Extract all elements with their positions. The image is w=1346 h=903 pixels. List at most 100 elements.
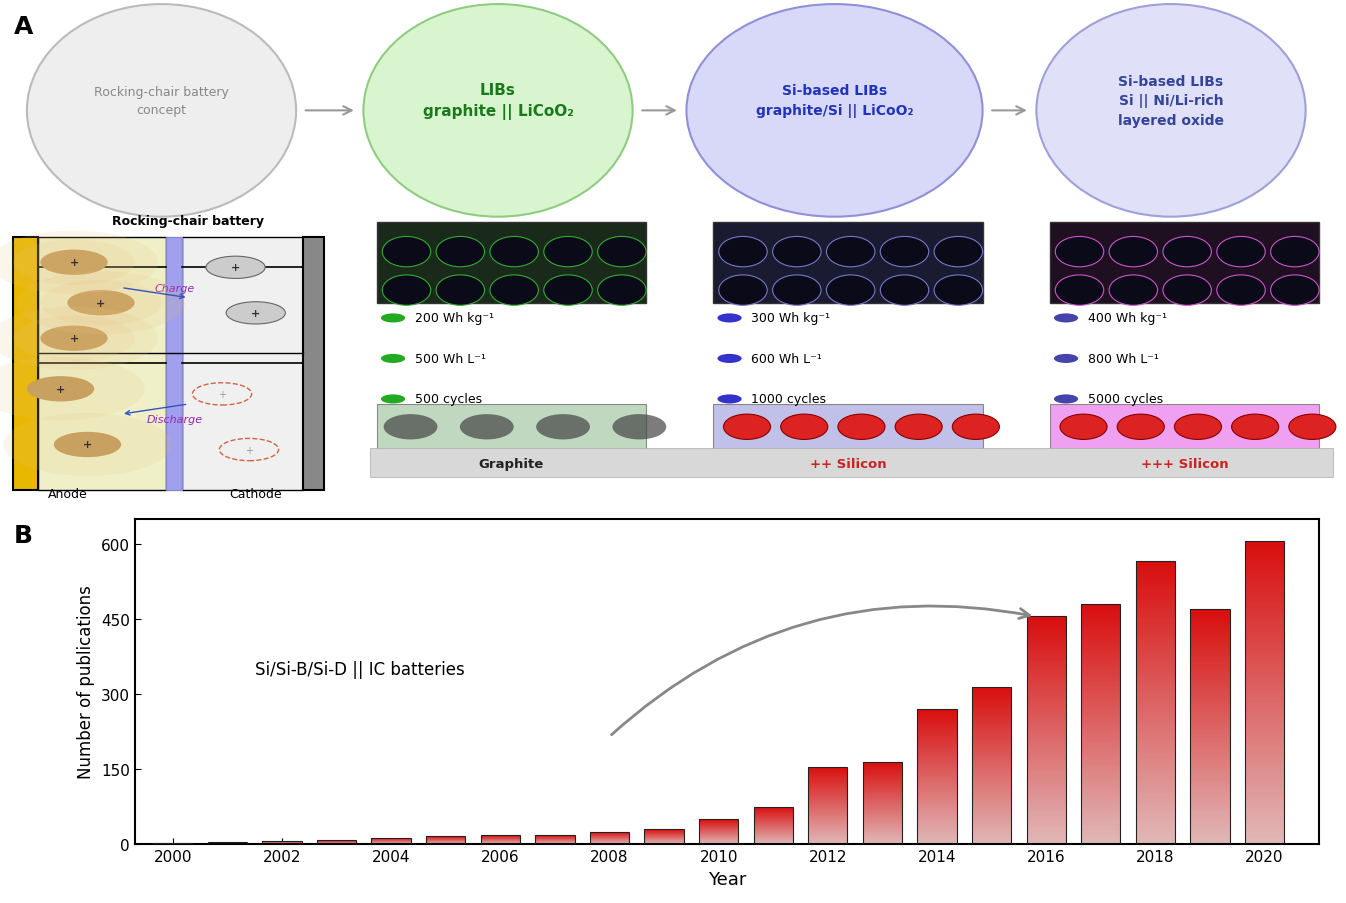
Bar xyxy=(1245,598,1284,600)
Bar xyxy=(1136,675,1175,676)
Bar xyxy=(1136,722,1175,724)
Bar xyxy=(1245,707,1284,708)
Bar xyxy=(1081,656,1120,657)
Bar xyxy=(1136,762,1175,764)
Text: Discharge: Discharge xyxy=(147,414,203,424)
Bar xyxy=(1136,789,1175,791)
Bar xyxy=(1190,750,1229,751)
Bar xyxy=(1027,645,1066,647)
Bar xyxy=(1136,731,1175,732)
Bar xyxy=(1190,802,1229,803)
Bar xyxy=(645,829,684,844)
Ellipse shape xyxy=(686,5,983,218)
Bar xyxy=(1081,829,1120,830)
X-axis label: Year: Year xyxy=(708,870,746,888)
Ellipse shape xyxy=(363,5,633,218)
Ellipse shape xyxy=(719,275,767,306)
Bar xyxy=(1081,783,1120,785)
Bar xyxy=(1190,837,1229,838)
Bar xyxy=(1245,628,1284,629)
Bar xyxy=(1136,627,1175,628)
Bar xyxy=(1136,622,1175,624)
Bar xyxy=(1027,638,1066,639)
Bar xyxy=(1027,668,1066,669)
Bar xyxy=(1081,628,1120,629)
FancyBboxPatch shape xyxy=(303,237,324,490)
Bar xyxy=(1027,839,1066,840)
Bar xyxy=(1245,699,1284,701)
Bar xyxy=(1081,775,1120,776)
Bar xyxy=(1190,788,1229,789)
Bar xyxy=(1245,670,1284,672)
Bar xyxy=(1081,658,1120,659)
Bar xyxy=(1190,692,1229,693)
Bar xyxy=(1081,788,1120,789)
Bar xyxy=(1027,773,1066,774)
Bar xyxy=(1245,716,1284,717)
Text: Si-based LIBs
Si || Ni/Li-rich
layered oxide: Si-based LIBs Si || Ni/Li-rich layered o… xyxy=(1119,75,1224,127)
Bar xyxy=(481,835,520,844)
Bar xyxy=(1027,817,1066,818)
Bar xyxy=(1136,822,1175,824)
Bar xyxy=(1190,828,1229,829)
Bar xyxy=(1136,842,1175,844)
Bar xyxy=(1081,800,1120,801)
Bar xyxy=(1190,810,1229,812)
Bar xyxy=(1136,751,1175,752)
Bar xyxy=(1190,674,1229,675)
Bar xyxy=(1190,749,1229,750)
Bar xyxy=(1136,602,1175,604)
Ellipse shape xyxy=(1055,237,1104,267)
Bar xyxy=(1245,795,1284,796)
Bar xyxy=(1245,791,1284,793)
Bar xyxy=(1136,830,1175,832)
Bar xyxy=(1190,767,1229,768)
Bar xyxy=(1081,677,1120,679)
Text: 600 Wh L⁻¹: 600 Wh L⁻¹ xyxy=(751,352,822,366)
Bar xyxy=(1136,785,1175,787)
Ellipse shape xyxy=(934,237,983,267)
Bar xyxy=(1190,628,1229,629)
Bar xyxy=(1245,828,1284,829)
Bar xyxy=(1027,762,1066,764)
Bar xyxy=(1027,738,1066,739)
Bar xyxy=(1190,716,1229,717)
Bar xyxy=(1081,723,1120,724)
Ellipse shape xyxy=(719,237,767,267)
Bar xyxy=(1190,787,1229,788)
Bar xyxy=(1136,667,1175,669)
Bar xyxy=(1081,645,1120,647)
Bar xyxy=(1027,801,1066,802)
Bar xyxy=(1245,641,1284,643)
Bar xyxy=(1136,724,1175,726)
Bar xyxy=(1081,740,1120,741)
Bar xyxy=(1027,651,1066,652)
Bar xyxy=(1081,820,1120,822)
Bar xyxy=(1190,709,1229,711)
Bar xyxy=(1190,786,1229,787)
Bar xyxy=(1027,778,1066,779)
Bar xyxy=(1081,754,1120,756)
Bar xyxy=(1245,555,1284,557)
Bar xyxy=(1027,617,1066,618)
Text: +: + xyxy=(70,258,78,268)
Bar xyxy=(1245,840,1284,842)
Bar xyxy=(1245,640,1284,641)
Bar xyxy=(1136,654,1175,655)
Bar xyxy=(1136,703,1175,704)
Bar xyxy=(1027,657,1066,659)
Bar xyxy=(1245,663,1284,665)
Ellipse shape xyxy=(436,275,485,306)
Bar xyxy=(1136,645,1175,647)
Bar xyxy=(1245,573,1284,575)
Bar xyxy=(1136,689,1175,690)
Bar xyxy=(1190,610,1229,611)
Bar xyxy=(536,835,575,844)
Bar xyxy=(1245,563,1284,564)
Bar xyxy=(1136,690,1175,692)
Bar xyxy=(1136,761,1175,762)
Bar xyxy=(1136,799,1175,800)
Bar xyxy=(1190,611,1229,613)
Bar xyxy=(1081,815,1120,816)
Text: Si/Si-B/Si-D || IC batteries: Si/Si-B/Si-D || IC batteries xyxy=(254,660,464,678)
